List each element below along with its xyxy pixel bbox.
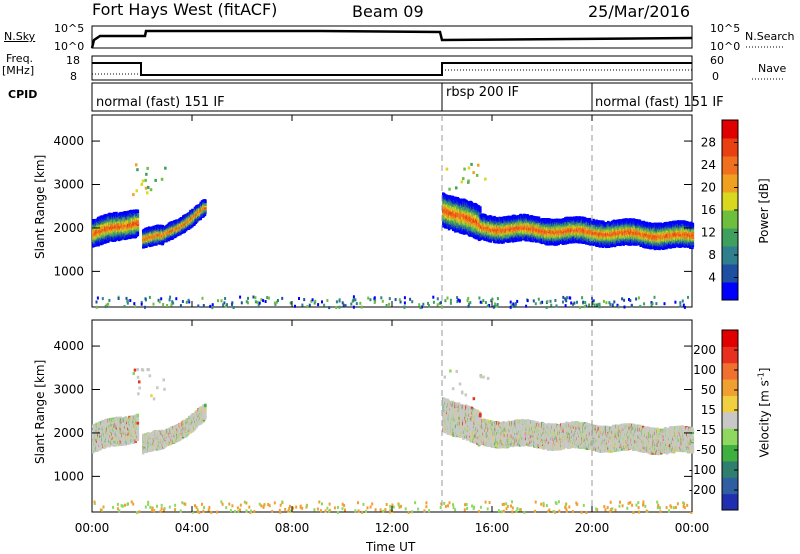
echo-cell <box>137 210 140 214</box>
freq-panel <box>92 56 692 80</box>
power-panel <box>92 115 692 307</box>
power-echoes <box>92 163 694 309</box>
nave-line <box>92 70 692 74</box>
nsky-line <box>92 31 692 48</box>
echo-cell <box>204 200 207 204</box>
cpid-seg-2: rbsp 200 IF <box>446 85 519 100</box>
cpid-seg-1: normal (fast) 151 IF <box>96 95 225 110</box>
nsky-panel <box>92 26 692 48</box>
freq-line <box>92 63 692 75</box>
cpid-seg-3: normal (fast) 151 IF <box>595 95 724 110</box>
echo-cell <box>137 213 140 217</box>
rti-plot: normal (fast) 151 IF rbsp 200 IF normal … <box>0 0 800 554</box>
echo-cell <box>137 221 140 225</box>
echo-cell <box>479 206 482 210</box>
